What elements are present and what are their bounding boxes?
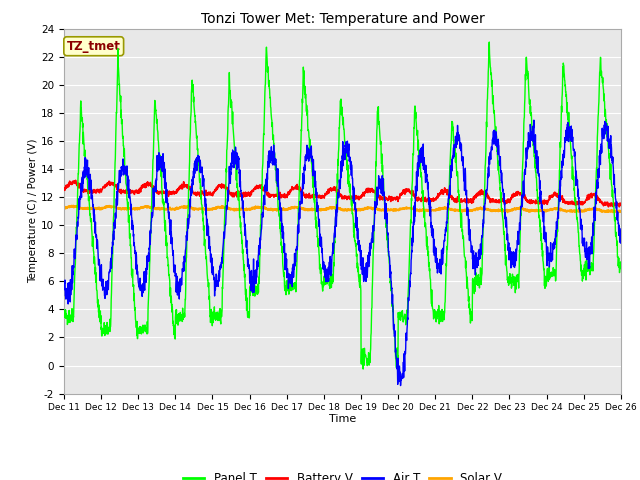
Legend: Panel T, Battery V, Air T, Solar V: Panel T, Battery V, Air T, Solar V [178, 468, 507, 480]
X-axis label: Time: Time [329, 414, 356, 424]
Title: Tonzi Tower Met: Temperature and Power: Tonzi Tower Met: Temperature and Power [200, 12, 484, 26]
Y-axis label: Temperature (C) / Power (V): Temperature (C) / Power (V) [28, 139, 38, 284]
Text: TZ_tmet: TZ_tmet [67, 40, 121, 53]
